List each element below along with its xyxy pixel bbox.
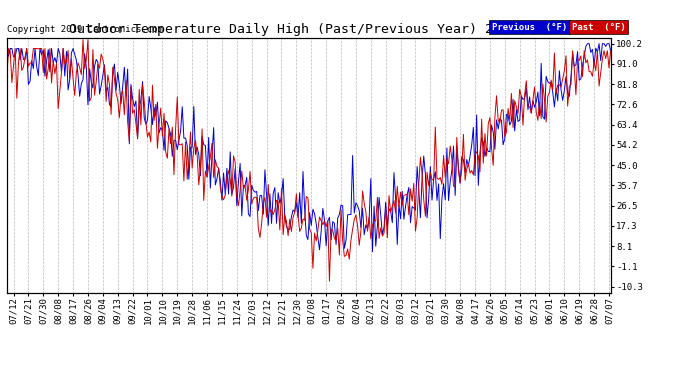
Text: Previous  (°F): Previous (°F) bbox=[492, 22, 567, 32]
Text: Copyright 2019 Cartronics.com: Copyright 2019 Cartronics.com bbox=[7, 25, 163, 34]
Text: Past  (°F): Past (°F) bbox=[572, 22, 625, 32]
Title: Outdoor Temperature Daily High (Past/Previous Year) 20190708: Outdoor Temperature Daily High (Past/Pre… bbox=[69, 23, 549, 36]
